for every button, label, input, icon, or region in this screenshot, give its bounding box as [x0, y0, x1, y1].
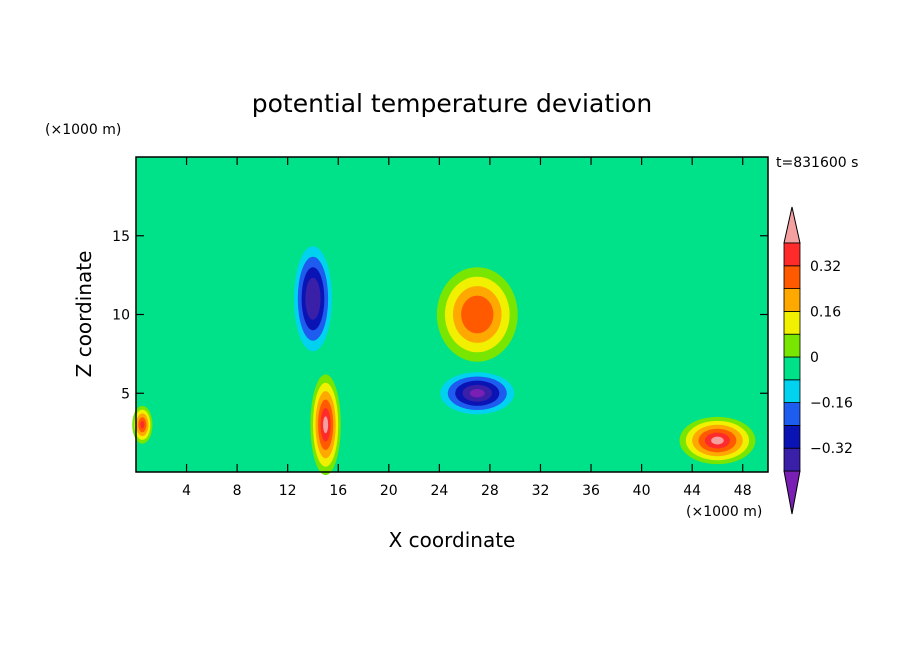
field-contour-2-5: [323, 416, 329, 434]
colorbar-bin: [783, 379, 801, 403]
colorbar-bin: [783, 265, 801, 289]
field-contour-3-5: [469, 389, 485, 398]
colorbar-bin: [783, 242, 801, 267]
colorbar-bin: [783, 288, 801, 312]
field-contour-0-5: [309, 288, 317, 310]
x-tick-label: 20: [380, 483, 398, 499]
chart-title: potential temperature deviation: [252, 89, 652, 118]
colorbar-bin: [783, 402, 801, 426]
plot-area: [132, 156, 769, 476]
colorbar-extend-min: [783, 470, 801, 515]
x-axis-label: X coordinate: [389, 528, 516, 552]
x-unit-label: (×1000 m): [686, 504, 762, 520]
field-contour-5-4: [140, 420, 145, 429]
colorbar-tick-label: 0.32: [810, 259, 841, 275]
y-axis-label: Z coordinate: [72, 251, 96, 378]
colorbar-bin: [783, 333, 801, 358]
colorbar-tick-label: 0: [810, 350, 819, 366]
y-tick-label: 10: [112, 308, 130, 324]
colorbar-bin: [783, 447, 801, 472]
x-tick-label: 16: [329, 483, 347, 499]
field-contour-1-4: [469, 305, 486, 324]
x-tick-label: 4: [182, 483, 191, 499]
colorbar-tick-label: −0.16: [810, 396, 853, 412]
y-unit-label: (×1000 m): [45, 122, 121, 138]
colorbar-bin: [783, 424, 801, 449]
y-tick-label: 5: [121, 386, 130, 402]
x-tick-label: 12: [279, 483, 297, 499]
colorbar-extend-max: [783, 206, 801, 244]
colorbar-tick-label: −0.32: [810, 441, 853, 457]
y-axis: 5 10 15: [112, 229, 768, 402]
colorbar: 0.32 0.16 0 −0.16 −0.32: [783, 206, 853, 515]
x-tick-label: 48: [734, 483, 752, 499]
field-layer: [132, 235, 756, 476]
colorbar-bin: [783, 356, 801, 381]
x-tick-label: 36: [582, 483, 600, 499]
x-tick-label: 44: [683, 483, 701, 499]
y-tick-label: 15: [112, 229, 130, 245]
x-axis: 4 8 12 16 20 24 28 32 36 40 44 48: [182, 157, 752, 499]
field-contour-4-5: [711, 436, 724, 445]
x-tick-label: 24: [430, 483, 448, 499]
x-tick-label: 32: [532, 483, 550, 499]
time-label: t=831600 s: [776, 155, 858, 171]
x-tick-label: 8: [233, 483, 242, 499]
x-tick-label: 40: [633, 483, 651, 499]
colorbar-tick-label: 0.16: [810, 304, 841, 320]
x-tick-label: 28: [481, 483, 499, 499]
colorbar-bin: [783, 310, 801, 335]
